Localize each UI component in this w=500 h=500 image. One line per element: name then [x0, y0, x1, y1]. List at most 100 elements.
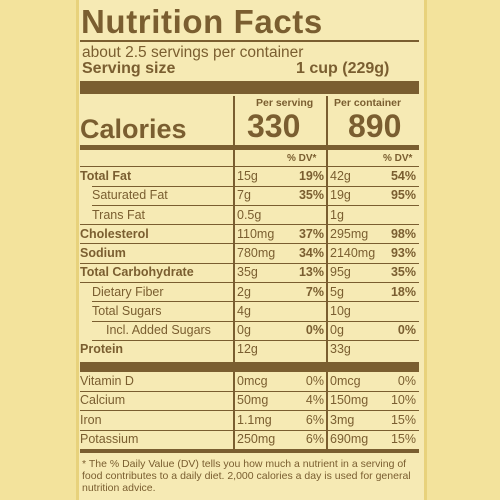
vitamin-serving-amount: 250mg: [237, 432, 276, 446]
vitamin-row: Potassium 250mg 6% 690mg 15%: [80, 431, 419, 450]
nutrient-serving-dv: 0%: [305, 323, 324, 337]
thick-rule-bottom: [80, 449, 419, 453]
row-divider: [80, 391, 419, 392]
nutrient-container-amount: 295mg: [330, 227, 369, 241]
row-divider: [92, 340, 419, 341]
vitamin-serving-dv: 6%: [305, 432, 324, 446]
nutrient-label: Saturated Fat: [92, 188, 168, 202]
vitamin-serving-amount: 0mcg: [237, 374, 268, 388]
daily-value-footnote: * The % Daily Value (DV) tells you how m…: [82, 458, 411, 494]
nutrient-label: Total Sugars: [92, 304, 162, 318]
nutrient-serving-dv: 13%: [298, 265, 324, 279]
nutrient-serving-dv: 7%: [305, 285, 324, 299]
nutrient-container-amount: 5g: [330, 285, 344, 299]
title-rule: [80, 40, 419, 42]
dv-header-serving: % DV*: [287, 153, 317, 164]
vitamin-serving-dv: 4%: [305, 393, 324, 407]
nutrient-row: Trans Fat 0.5g 1g: [80, 207, 419, 226]
nutrient-container-dv: 98%: [390, 227, 416, 241]
vitamin-container-dv: 10%: [390, 393, 416, 407]
nutrient-label: Incl. Added Sugars: [106, 323, 211, 337]
vitamin-row: Iron 1.1mg 6% 3mg 15%: [80, 412, 419, 431]
thick-rule-vitamins: [80, 362, 419, 372]
nutrient-label: Trans Fat: [92, 208, 146, 222]
nutrient-serving-amount: 35g: [237, 265, 258, 279]
nutrient-container-amount: 42g: [330, 169, 351, 183]
nutrient-serving-amount: 0.5g: [237, 208, 262, 222]
nutrient-row: Dietary Fiber 2g 7% 5g 18%: [80, 284, 419, 303]
label-title: Nutrition Facts: [81, 3, 323, 40]
vitamin-container-amount: 150mg: [330, 393, 369, 407]
nutrient-label: Total Fat: [80, 169, 132, 183]
nutrient-row: Incl. Added Sugars 0g 0% 0g 0%: [80, 322, 419, 341]
dv-header-container: % DV*: [383, 153, 413, 164]
nutrient-label: Sodium: [80, 246, 126, 260]
vitamin-container-dv: 15%: [390, 413, 416, 427]
serving-size-label: Serving size: [82, 60, 176, 77]
per-serving-header: Per serving: [256, 97, 314, 109]
row-divider: [80, 166, 419, 167]
calories-per-serving: 330: [247, 108, 301, 144]
nutrient-serving-amount: 110mg: [237, 227, 275, 241]
nutrient-serving-dv: 34%: [298, 246, 324, 260]
nutrient-serving-amount: 2g: [237, 285, 251, 299]
thick-rule-top: [80, 81, 419, 94]
calories-label: Calories: [80, 114, 187, 144]
vitamin-label: Vitamin D: [80, 374, 134, 388]
calories-per-container: 890: [348, 108, 402, 144]
nutrient-row: Total Sugars 4g 10g: [80, 303, 419, 322]
nutrient-row: Cholesterol 110mg 37% 295mg 98%: [80, 226, 419, 245]
vitamin-serving-amount: 50mg: [237, 393, 269, 407]
nutrient-serving-amount: 780mg: [237, 246, 276, 260]
nutrient-label: Protein: [80, 342, 124, 356]
vitamin-row: Vitamin D 0mcg 0% 0mcg 0%: [80, 373, 419, 392]
serving-size-value: 1 cup (229g): [296, 60, 390, 77]
row-divider: [80, 263, 419, 264]
nutrient-container-amount: 19g: [330, 188, 351, 202]
vitamin-container-amount: 0mcg: [330, 374, 361, 388]
vitamin-label: Calcium: [80, 393, 126, 407]
nutrient-container-amount: 95g: [330, 265, 351, 279]
nutrient-container-amount: 1g: [330, 208, 344, 222]
row-divider: [80, 410, 419, 411]
nutrient-serving-dv: 19%: [298, 169, 324, 183]
nutrient-label: Dietary Fiber: [92, 285, 164, 299]
nutrient-row: Sodium 780mg 34% 2140mg 93%: [80, 245, 419, 264]
vitamin-row: Calcium 50mg 4% 150mg 10%: [80, 392, 419, 411]
column-divider-serving: [233, 96, 235, 450]
vitamin-container-dv: 15%: [390, 432, 416, 446]
row-divider: [80, 243, 419, 244]
nutrient-container-amount: 2140mg: [330, 246, 376, 260]
vitamin-serving-dv: 6%: [305, 413, 324, 427]
row-divider: [92, 186, 419, 187]
row-divider: [80, 282, 419, 283]
nutrient-row: Protein 12g 33g: [80, 341, 419, 360]
nutrient-serving-amount: 0g: [237, 323, 251, 337]
vitamin-label: Iron: [80, 413, 102, 427]
row-divider: [92, 205, 419, 206]
vitamin-container-amount: 3mg: [330, 413, 355, 427]
vitamin-label: Potassium: [80, 432, 139, 446]
nutrient-label: Cholesterol: [80, 227, 149, 241]
nutrient-serving-amount: 15g: [237, 169, 258, 183]
nutrient-container-dv: 93%: [390, 246, 416, 260]
row-divider: [92, 301, 419, 302]
nutrient-row: Total Fat 15g 19% 42g 54%: [80, 168, 419, 187]
nutrient-serving-dv: 35%: [298, 188, 324, 202]
nutrient-serving-amount: 7g: [237, 188, 251, 202]
nutrient-container-amount: 33g: [330, 342, 351, 356]
vitamin-serving-dv: 0%: [305, 374, 324, 388]
nutrient-serving-amount: 4g: [237, 304, 251, 318]
row-divider: [80, 430, 419, 431]
per-container-header: Per container: [334, 97, 402, 109]
vitamin-container-dv: 0%: [397, 374, 416, 388]
vitamin-container-amount: 690mg: [330, 432, 369, 446]
column-divider-container: [326, 96, 328, 450]
vitamin-serving-amount: 1.1mg: [237, 413, 272, 427]
nutrient-row: Saturated Fat 7g 35% 19g 95%: [80, 187, 419, 206]
nutrient-serving-amount: 12g: [237, 342, 258, 356]
row-divider: [80, 224, 419, 225]
nutrient-container-dv: 95%: [390, 188, 416, 202]
nutrient-container-amount: 10g: [330, 304, 351, 318]
nutrient-container-dv: 0%: [397, 323, 416, 337]
